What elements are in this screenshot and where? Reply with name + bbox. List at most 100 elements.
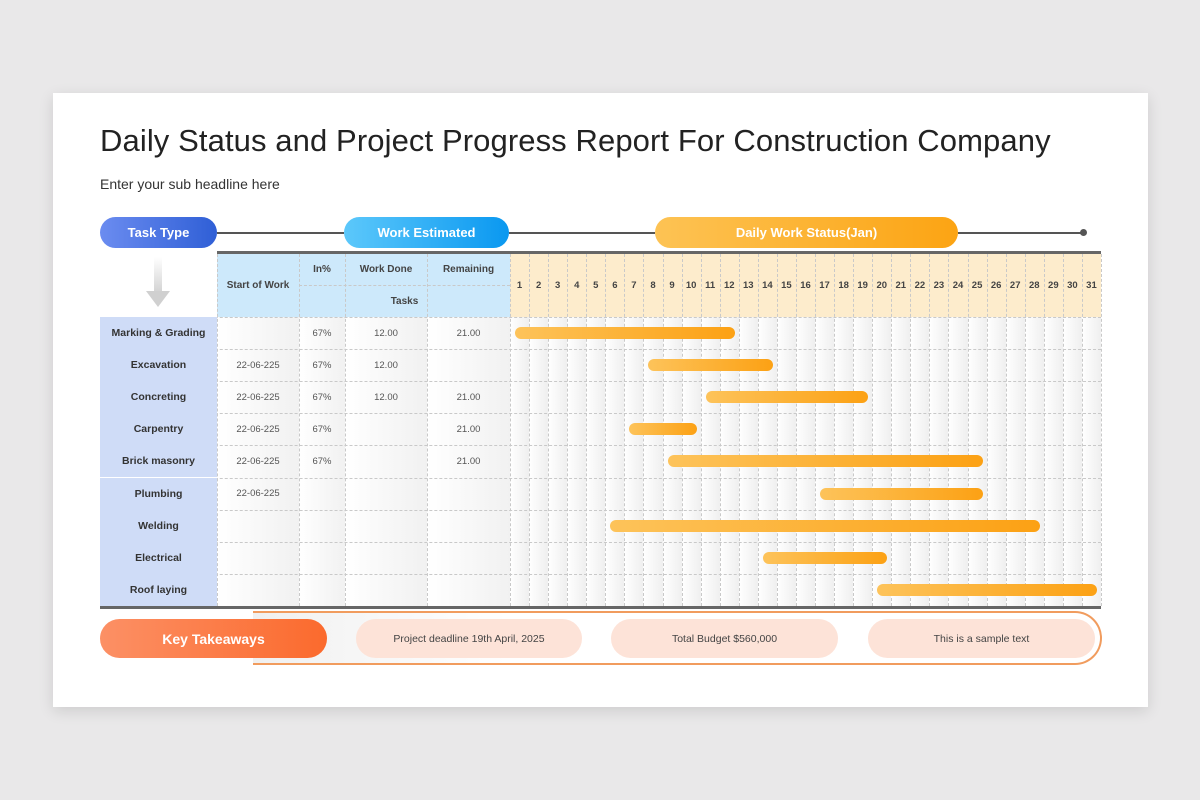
cell-pct: 67%: [312, 455, 332, 467]
cell-start: 22-06-225: [236, 391, 280, 403]
column-background: [217, 317, 299, 606]
grid-line: [872, 254, 874, 606]
task-label: Excavation: [100, 349, 217, 382]
grid-line: [1043, 254, 1045, 606]
cell-start: [217, 574, 299, 606]
day-header: 22: [914, 280, 926, 291]
day-header: 8: [650, 280, 656, 291]
day-header: 26: [990, 280, 1002, 291]
grid-line: [815, 254, 817, 606]
grid-line: [1005, 254, 1007, 606]
gantt-bar: [629, 423, 697, 436]
cell-remaining: [427, 574, 510, 606]
cell-start: [217, 317, 299, 349]
day-header: 31: [1086, 280, 1097, 291]
day-header: 24: [952, 280, 964, 291]
day-header: 3: [555, 280, 561, 291]
divider: [299, 285, 510, 286]
grid-line: [891, 254, 893, 606]
day-header: 15: [781, 280, 792, 291]
day-header: 6: [612, 280, 618, 291]
cell-pct: 67%: [312, 391, 332, 403]
grid-line: [100, 509, 1101, 511]
day-header: 18: [838, 280, 849, 291]
col-header-tasks: Tasks: [390, 295, 419, 307]
gantt-bar: [877, 583, 1097, 596]
cell-done: [345, 478, 427, 510]
day-header: 7: [631, 280, 637, 291]
grid-line: [719, 254, 721, 606]
cell-remaining: 21.00: [456, 423, 481, 435]
day-header: 4: [574, 280, 580, 291]
cell-pct: 67%: [312, 327, 332, 339]
grid-line: [586, 254, 588, 606]
cell-remaining: [427, 478, 510, 510]
day-header: 16: [800, 280, 811, 291]
day-header: 25: [971, 280, 983, 291]
grid-line: [1024, 254, 1026, 606]
cell-done: [345, 542, 427, 574]
cell-start: 22-06-225: [236, 359, 280, 371]
col-header-done: Work Done: [359, 264, 413, 275]
task-label: Electrical: [100, 541, 217, 574]
grid-line: [529, 254, 531, 606]
cell-start: [217, 542, 299, 574]
column-background: [299, 317, 345, 606]
cell-pct: [299, 510, 345, 542]
gantt-bar: [820, 487, 983, 500]
page-title: Daily Status and Project Progress Report…: [100, 123, 1051, 158]
table-bottom-rule: [100, 606, 1101, 609]
grid-line: [834, 254, 836, 606]
day-column: [548, 317, 568, 606]
grid-line: [1101, 254, 1102, 606]
connector-line: [958, 232, 1083, 234]
grid-line: [795, 254, 797, 606]
gantt-bar: [705, 391, 869, 404]
grid-line: [100, 317, 1101, 318]
day-header: 21: [895, 280, 907, 291]
column-background: [427, 317, 510, 606]
grid-line: [1081, 254, 1083, 606]
connector-end-dot: [1080, 229, 1087, 236]
cell-done: [345, 413, 427, 445]
grid-line: [100, 573, 1101, 575]
day-column: [624, 317, 644, 606]
cell-start: 22-06-225: [236, 455, 280, 467]
task-label: Roof laying: [100, 573, 217, 606]
col-header-pct: In%: [313, 264, 331, 275]
day-header: 19: [857, 280, 868, 291]
day-header: 10: [685, 280, 697, 291]
day-column: [586, 317, 606, 606]
cell-done: [345, 445, 427, 477]
day-header: 12: [723, 280, 735, 291]
takeaway-budget: Total Budget $560,000: [611, 619, 838, 658]
gantt-bar: [610, 519, 1040, 532]
cell-remaining: 21.00: [456, 327, 481, 339]
cell-done: [345, 574, 427, 606]
cell-start: 22-06-225: [236, 488, 280, 499]
task-type-label: Task Type: [100, 217, 217, 248]
grid-line: [948, 254, 950, 606]
day-column: [1005, 317, 1025, 606]
day-header: 9: [669, 280, 675, 291]
day-column: [1043, 317, 1063, 606]
key-takeaways-label: Key Takeaways: [100, 619, 327, 658]
day-header: 30: [1067, 280, 1078, 291]
day-column: [605, 317, 625, 606]
grid-line: [427, 254, 428, 606]
task-label: Welding: [100, 509, 217, 542]
grid-line: [605, 254, 607, 606]
arrow-down-icon: [146, 257, 170, 307]
connector-line: [509, 232, 655, 234]
grid-line: [700, 254, 702, 606]
day-column: [510, 317, 530, 606]
day-header: 28: [1028, 280, 1040, 291]
cell-remaining: [427, 349, 510, 381]
grid-line: [548, 254, 550, 606]
cell-pct: 67%: [312, 359, 332, 371]
slide: Daily Status and Project Progress Report…: [53, 93, 1148, 707]
day-header: 23: [933, 280, 945, 291]
grid-line: [100, 477, 1101, 479]
cell-remaining: [427, 542, 510, 574]
cell-done: [345, 510, 427, 542]
